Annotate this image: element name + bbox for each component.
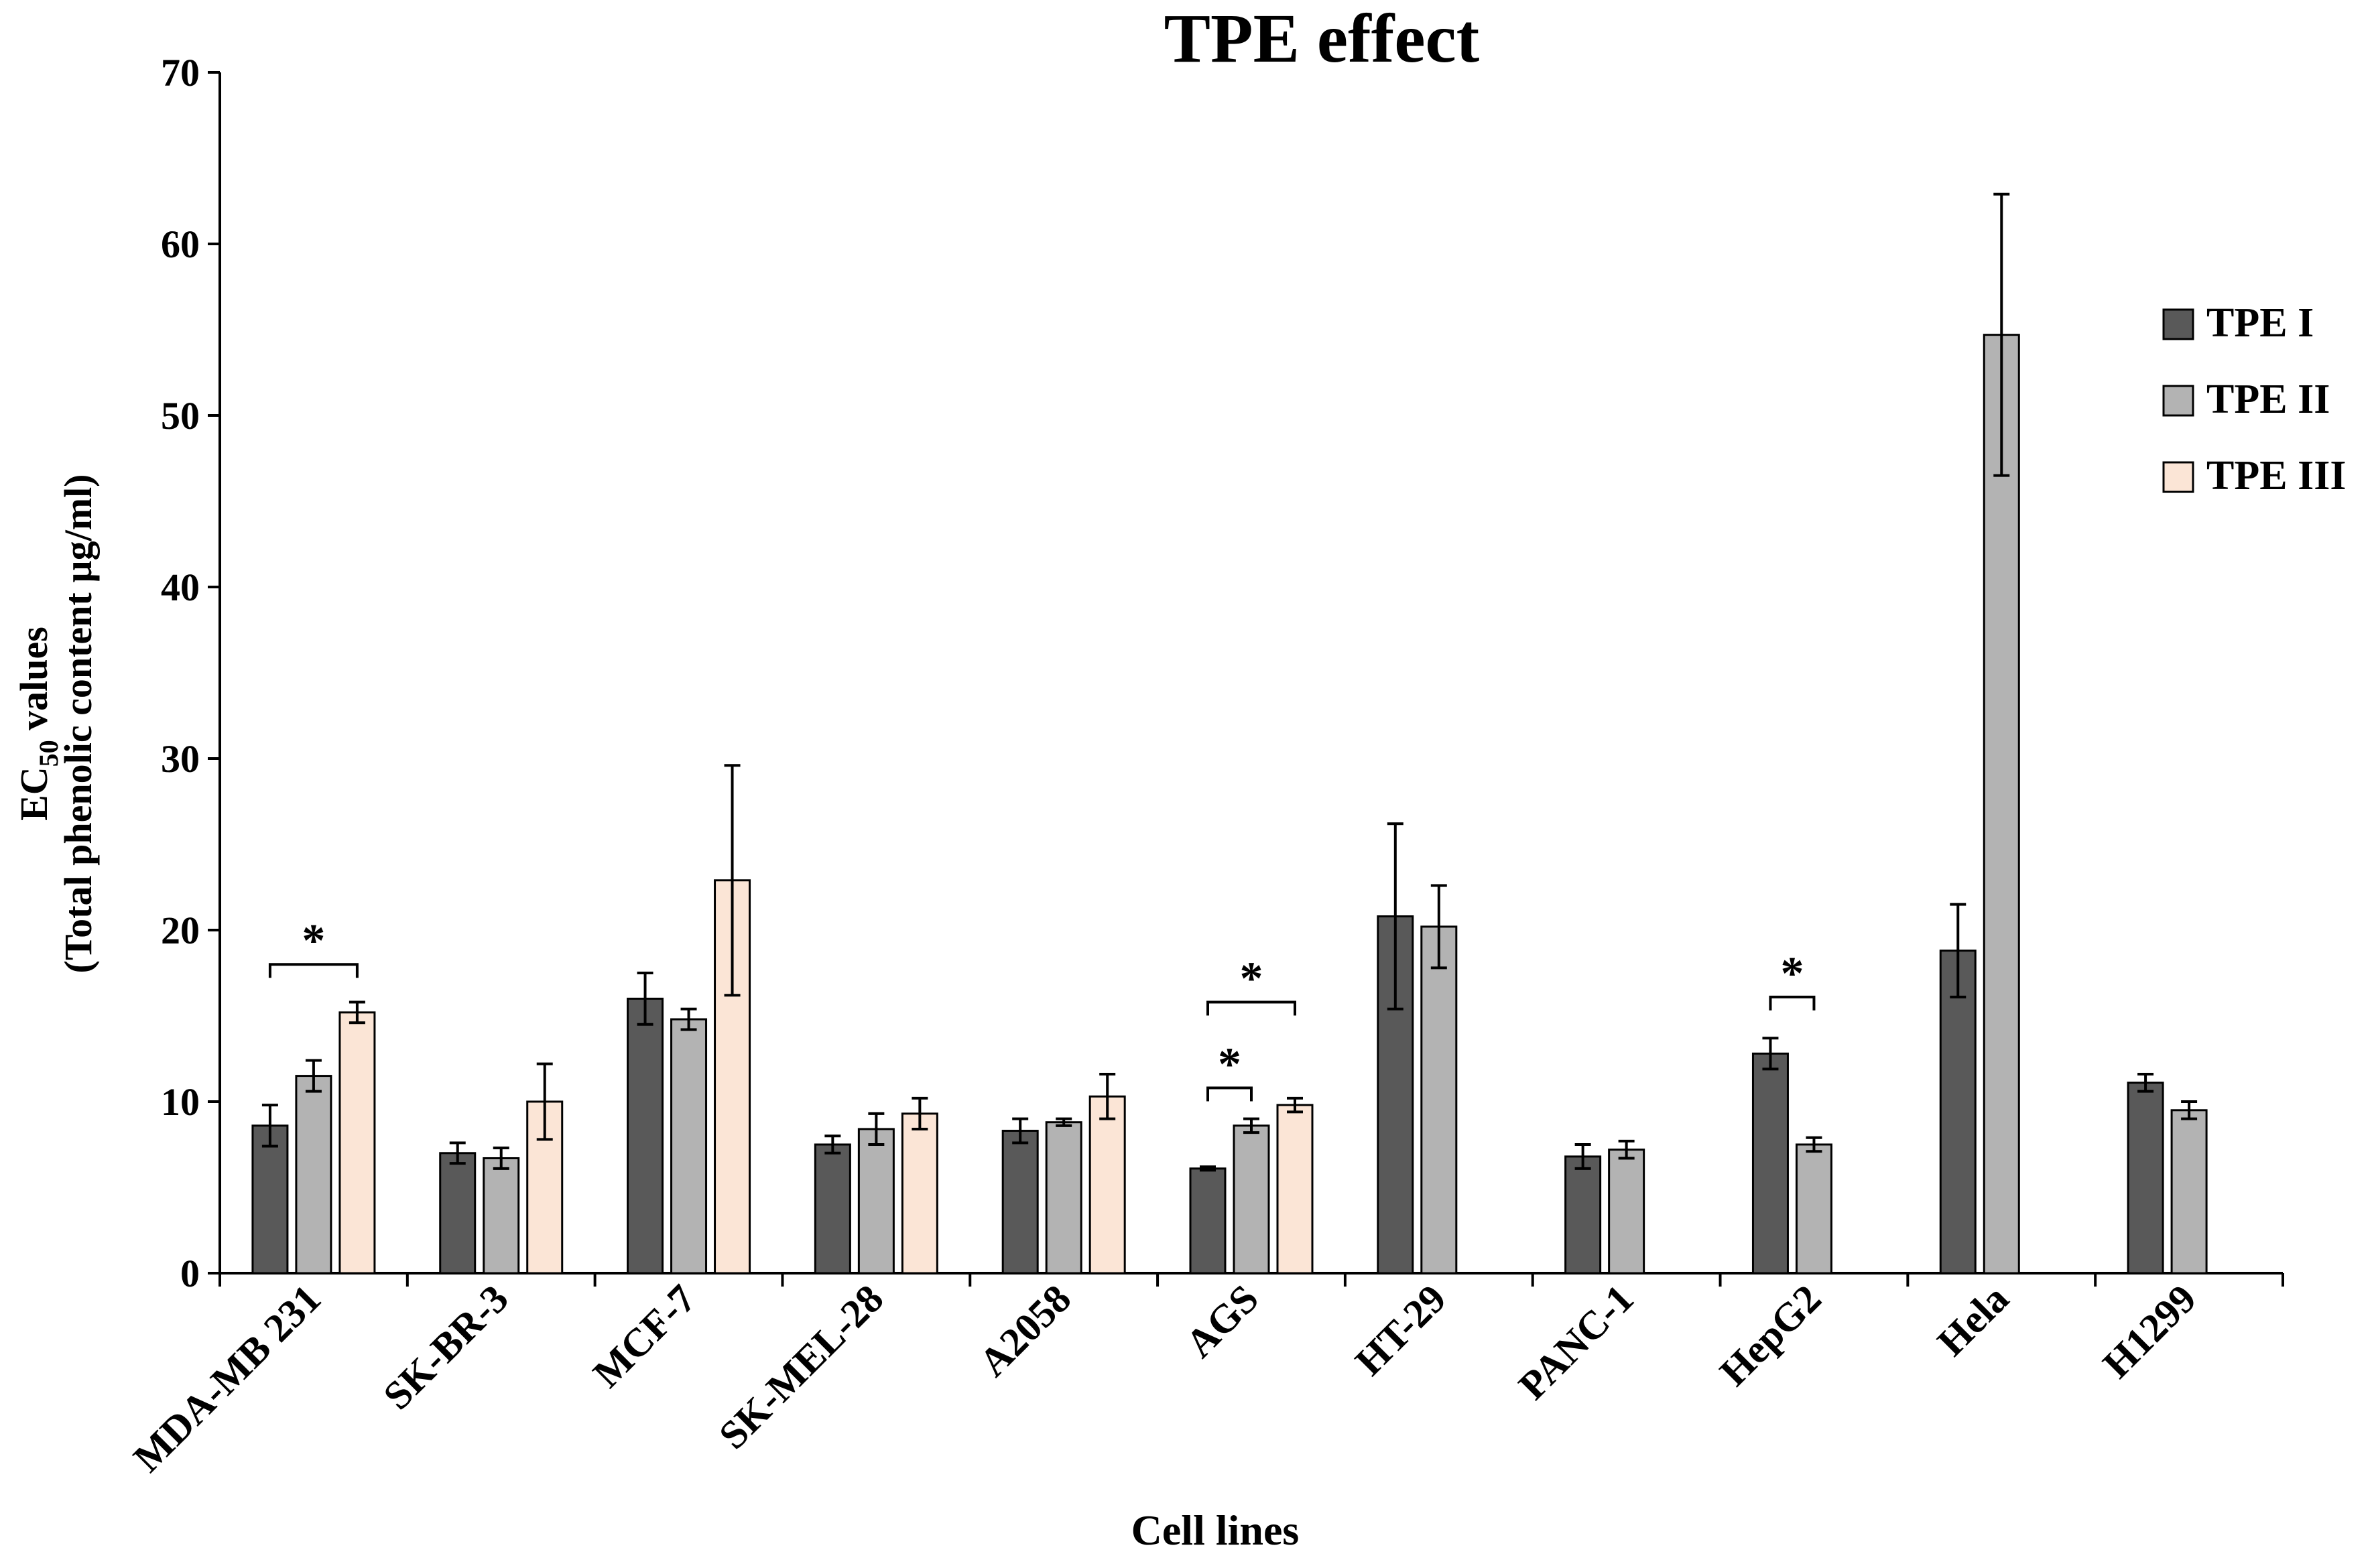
- plot-area: 0 10 20 30 40 50 60 70 MDA-MB 231 SK-BR-3 MCF-7 SK-…: [125, 51, 2284, 1481]
- bar: [1795, 1143, 1832, 1275]
- y-tick-label: 0: [180, 1252, 200, 1295]
- legend-swatch: [2162, 385, 2194, 417]
- significance-marker: *: [1240, 954, 1263, 1005]
- x-tick-label: PANC-1: [1510, 1277, 1642, 1409]
- bar: [1377, 915, 1414, 1275]
- significance-bracket: [1206, 1000, 1296, 1016]
- bar: [1983, 334, 2020, 1275]
- bar: [1045, 1121, 1082, 1275]
- x-tick-label: A2058: [971, 1277, 1079, 1385]
- bar: [1233, 1124, 1270, 1275]
- x-tick-label: HepG2: [1711, 1277, 1829, 1394]
- bar: [338, 1011, 376, 1275]
- y-axis-label-subscript: 50: [34, 740, 64, 767]
- bar: [1001, 1130, 1039, 1275]
- bar: [2170, 1109, 2208, 1275]
- x-tick-label: AGS: [1177, 1277, 1267, 1366]
- bar: [251, 1124, 289, 1275]
- bar: [1939, 950, 1977, 1275]
- x-axis-label: Cell lines: [1131, 1506, 1300, 1554]
- y-tick-label: 60: [161, 222, 200, 266]
- y-axis-label-ec: EC: [12, 767, 56, 821]
- bar: [1564, 1155, 1602, 1275]
- y-tick-label: 40: [161, 566, 200, 609]
- legend-swatch: [2162, 461, 2194, 493]
- bar: [857, 1128, 895, 1275]
- bar: [1751, 1052, 1789, 1275]
- y-axis-label-line1: EC50 values: [12, 627, 64, 821]
- significance-bracket: [268, 963, 359, 978]
- bar: [1189, 1167, 1227, 1275]
- x-tick-label: MCF-7: [584, 1277, 704, 1396]
- x-tick-label: HT-29: [1347, 1277, 1454, 1384]
- y-tick-label: 70: [161, 51, 200, 94]
- x-tick-label: H1299: [2095, 1277, 2205, 1387]
- x-tick-label: SK-BR-3: [375, 1277, 517, 1419]
- bar: [670, 1018, 708, 1275]
- y-tick-label: 50: [161, 394, 200, 438]
- bar: [1276, 1104, 1314, 1275]
- chart-title: TPE effect: [1164, 0, 1480, 77]
- x-tick-label: SK-MEL-28: [710, 1277, 892, 1458]
- bar: [526, 1100, 564, 1275]
- bar: [1088, 1095, 1126, 1275]
- significance-marker: *: [302, 915, 325, 967]
- bar: [1608, 1149, 1645, 1275]
- significance-marker: *: [1780, 948, 1804, 1000]
- bar: [901, 1112, 938, 1275]
- y-axis-label-line2: (Total phenolic content µg/ml): [56, 474, 100, 974]
- y-tick-label: 10: [161, 1080, 200, 1124]
- significance-bracket: [1769, 995, 1816, 1010]
- legend-label: TPE II: [2206, 377, 2330, 422]
- legend-label: TPE I: [2206, 300, 2314, 346]
- legend: TPE I TPE II TPE III: [2162, 300, 2346, 499]
- bar: [1420, 925, 1458, 1275]
- y-tick-label: 30: [161, 737, 200, 781]
- bar: [295, 1075, 332, 1275]
- y-tick-label: 20: [161, 909, 200, 952]
- bar: [2127, 1082, 2164, 1275]
- x-tick-label: Hela: [1929, 1277, 2017, 1365]
- bar: [483, 1157, 520, 1275]
- y-axis-label-rest: values: [12, 627, 56, 740]
- bar: [439, 1152, 477, 1275]
- significance-marker: *: [1218, 1039, 1241, 1091]
- x-tick-label: MDA-MB 231: [125, 1277, 329, 1481]
- legend-label: TPE III: [2206, 453, 2346, 499]
- bar: [814, 1143, 851, 1275]
- significance-bracket: [1206, 1086, 1253, 1102]
- legend-swatch: [2162, 308, 2194, 340]
- bar: [627, 997, 664, 1275]
